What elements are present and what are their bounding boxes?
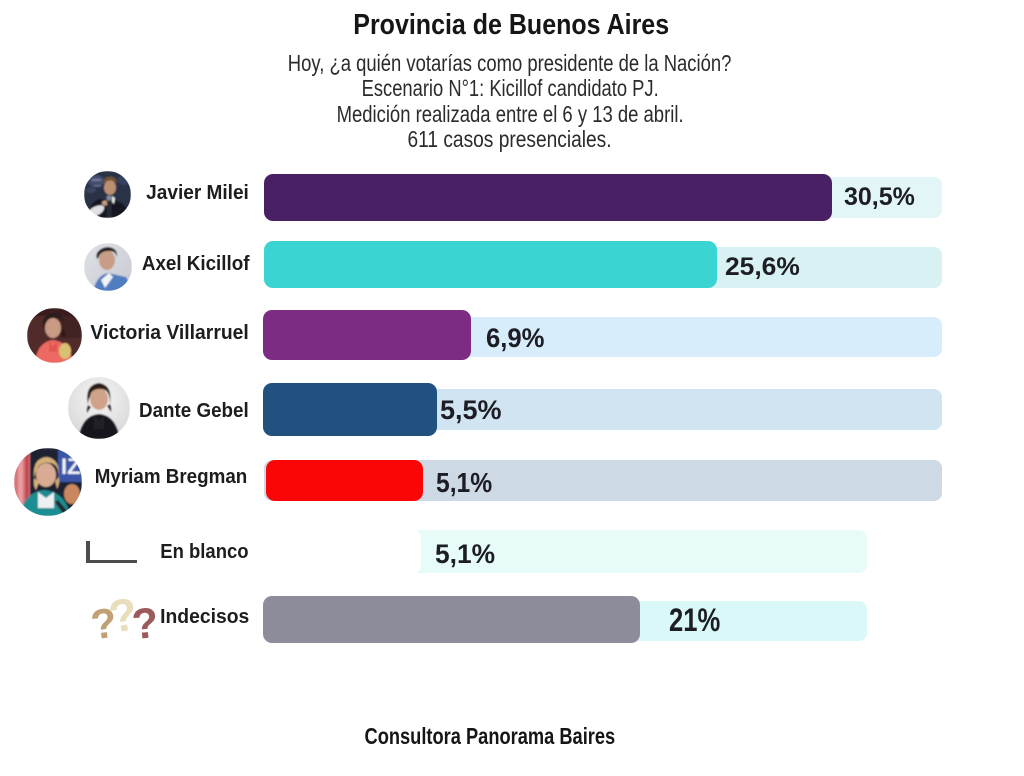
svg-text:IZ: IZ <box>61 454 81 479</box>
